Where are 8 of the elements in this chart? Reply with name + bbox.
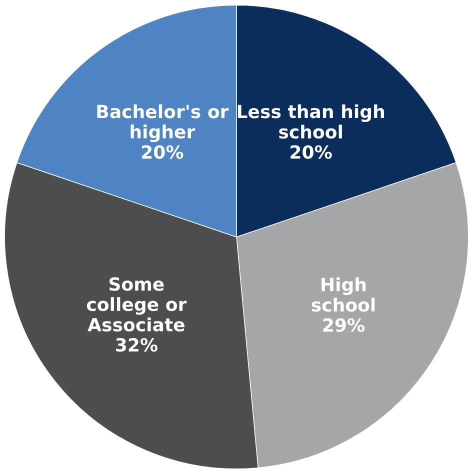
data-label: 29% xyxy=(323,318,365,332)
slice-label: Some college or Associate xyxy=(86,277,187,332)
data-label: 20% xyxy=(142,145,184,159)
slice-label: Less than high school xyxy=(238,104,384,139)
data-label: 20% xyxy=(290,145,332,159)
slice-label: High school xyxy=(312,277,375,312)
slice-label: Bachelor's or higher xyxy=(97,104,229,142)
data-label: 32% xyxy=(116,338,158,352)
